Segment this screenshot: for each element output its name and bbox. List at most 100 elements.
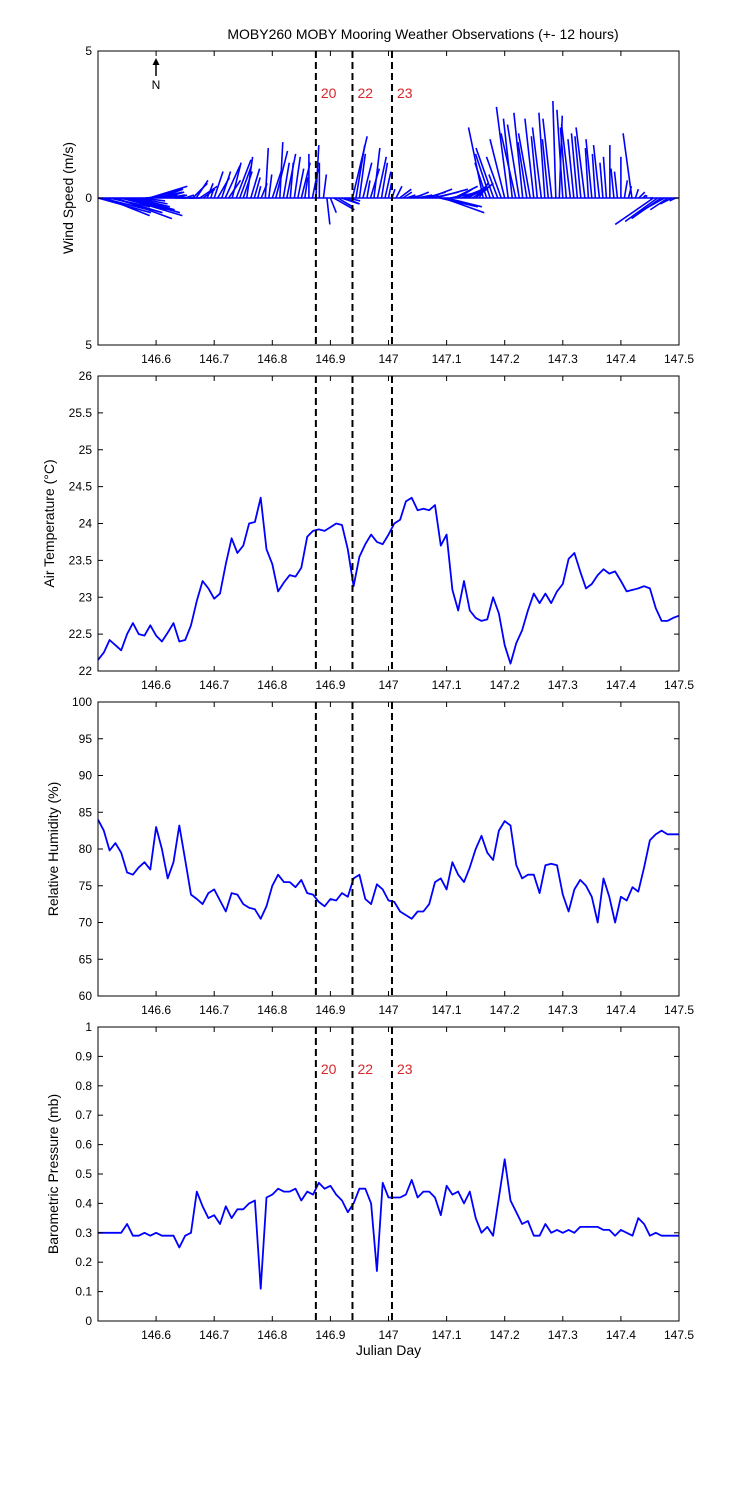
wind-vector (220, 171, 232, 199)
wind-vector (559, 127, 568, 199)
wind-vector (413, 191, 430, 199)
event-label: 23 (397, 1061, 413, 1077)
x-tick-label: 146.8 (257, 1003, 287, 1017)
wind-vector (524, 118, 535, 199)
wind-vector (602, 156, 608, 199)
wind-vector (268, 174, 273, 199)
series-line-1 (97, 496, 680, 665)
wind-vector (326, 197, 331, 225)
wind-vector (337, 197, 354, 208)
x-tick-label: 147.1 (432, 352, 462, 366)
wind-vector (659, 197, 673, 205)
wind-vector (435, 188, 469, 199)
wind-vector (376, 156, 388, 199)
wind-vector (567, 139, 575, 199)
x-tick-label: 147.1 (432, 1003, 462, 1017)
x-tick-label: 146.6 (141, 1003, 171, 1017)
x-tick-label: 147.5 (664, 1003, 694, 1017)
wind-vector (286, 153, 297, 199)
wind-vector (199, 185, 218, 199)
wind-vector (585, 139, 593, 199)
wind-vector (348, 197, 361, 202)
wind-vector (474, 153, 491, 199)
wind-vector (556, 109, 564, 199)
plot-frame (97, 701, 680, 997)
wind-vector (329, 197, 338, 213)
wind-vector (502, 118, 514, 199)
y-tick-label: 5 (85, 44, 92, 58)
x-tick-label: 146.8 (257, 352, 287, 366)
wind-vector (250, 168, 261, 199)
wind-vector (574, 136, 582, 199)
x-tick-label: 147.3 (548, 1003, 578, 1017)
x-tick-label: 147.4 (606, 1003, 636, 1017)
wind-vector (500, 133, 517, 199)
wind-vector (195, 179, 209, 199)
x-tick-label: 147.5 (664, 1328, 694, 1342)
wind-vector (366, 180, 371, 199)
y-tick-label: 65 (79, 952, 93, 966)
chart-panel-3: 146.6 146.7 146.8 146.9 147 147.1 147.2 147.3 14… (45, 695, 694, 1017)
y-axis-label: Wind Speed (m/s) (60, 142, 76, 254)
x-tick-label: 146.7 (199, 352, 229, 366)
wind-vector (406, 194, 416, 199)
event-label: 22 (357, 1061, 373, 1077)
y-axis-label: Relative Humidity (%) (45, 782, 61, 917)
x-tick-label: 147 (378, 1328, 398, 1342)
wind-vector (599, 162, 604, 199)
north-arrowhead-icon (152, 58, 160, 65)
wind-vector (457, 188, 473, 199)
wind-vector (235, 159, 252, 199)
x-tick-label: 146.8 (257, 1328, 287, 1342)
x-tick-label: 146.7 (199, 678, 229, 692)
wind-vector (123, 197, 183, 217)
wind-vector (495, 106, 509, 199)
x-tick-label: 146.9 (315, 1328, 345, 1342)
y-tick-label: 23.5 (69, 553, 93, 567)
wind-vector (467, 127, 484, 199)
wind-vector (489, 139, 506, 199)
x-tick-label: 147.1 (432, 678, 462, 692)
series-line-1 (98, 1158, 679, 1290)
wind-vector (115, 197, 173, 220)
y-tick-label: 25 (79, 443, 93, 457)
wind-vector (163, 191, 185, 199)
wind-vector (297, 168, 305, 199)
y-tick-label: 60 (79, 989, 93, 1003)
y-tick-label: 70 (79, 916, 93, 930)
x-tick-label: 147.2 (490, 1003, 520, 1017)
wind-vector (638, 191, 646, 199)
wind-vector (475, 147, 495, 199)
wind-vector (170, 194, 186, 199)
wind-vector (442, 197, 485, 214)
wind-vector (184, 194, 195, 199)
wind-vector (293, 156, 302, 199)
wind-vector (488, 174, 499, 199)
x-tick-label: 147.2 (490, 1328, 520, 1342)
wind-vector (513, 112, 524, 199)
wind-vector (538, 112, 546, 199)
x-tick-label: 147.4 (606, 1328, 636, 1342)
wind-vector (224, 165, 241, 199)
y-tick-label: 0.7 (75, 1108, 92, 1122)
wind-vector (485, 156, 502, 199)
y-tick-label: 0.1 (75, 1285, 92, 1299)
wind-vector (395, 185, 403, 199)
x-tick-label: 147 (378, 678, 398, 692)
wind-vector (474, 162, 488, 199)
wind-vector (384, 171, 392, 199)
wind-vector (289, 162, 295, 199)
x-tick-label: 147 (378, 1003, 398, 1017)
wind-vector (256, 186, 262, 199)
y-tick-label: 80 (79, 842, 93, 856)
wind-vector (159, 188, 184, 199)
x-tick-label: 147.2 (490, 678, 520, 692)
wind-vector (517, 133, 532, 199)
y-tick-label: 5 (85, 338, 92, 352)
wind-vector (362, 162, 373, 199)
y-tick-label: 0 (85, 191, 92, 205)
wind-vector (380, 162, 389, 199)
wind-vector (264, 147, 270, 199)
